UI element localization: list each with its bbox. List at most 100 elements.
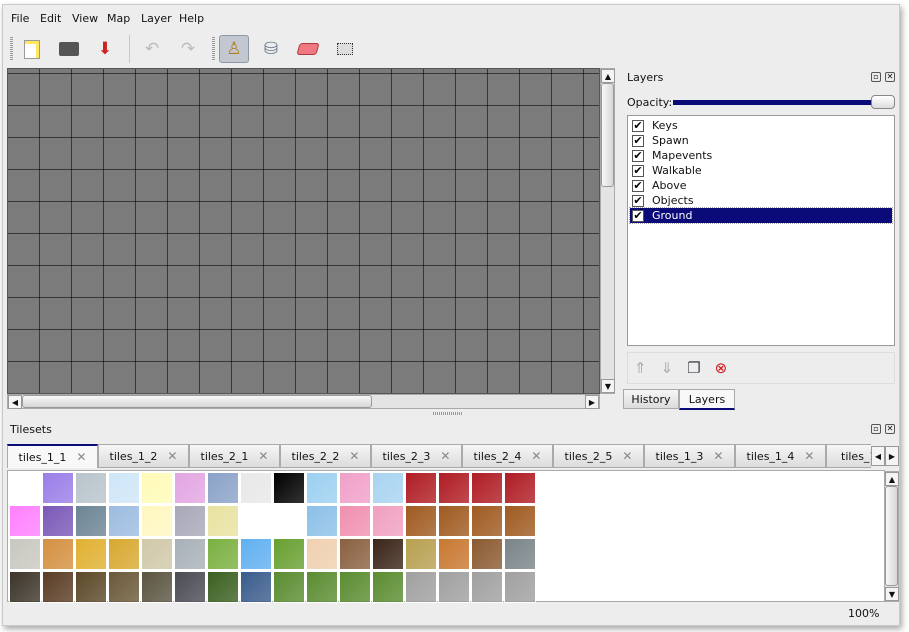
tile[interactable] [339, 571, 371, 603]
tile[interactable] [339, 505, 371, 537]
tile[interactable] [240, 472, 272, 504]
tab-history[interactable]: History [623, 389, 679, 409]
tile[interactable] [42, 505, 74, 537]
tile[interactable] [339, 472, 371, 504]
eraser-icon[interactable] [293, 35, 323, 63]
scroll-up-arrow[interactable]: ▲ [885, 472, 899, 486]
tile[interactable] [438, 472, 470, 504]
tile[interactable] [141, 505, 173, 537]
layer-item[interactable]: ✔ Objects [630, 193, 892, 208]
tile[interactable] [306, 472, 338, 504]
tile[interactable] [240, 538, 272, 570]
tile[interactable] [174, 472, 206, 504]
tile[interactable] [504, 571, 536, 603]
tile[interactable] [240, 505, 272, 537]
tileset-tab[interactable]: tiles_2_1 ✕ [189, 444, 280, 468]
float-panel-icon[interactable]: ▫ [871, 424, 881, 434]
visibility-checkbox[interactable]: ✔ [632, 148, 644, 162]
layer-item[interactable]: ✔ Above [630, 178, 892, 193]
tile[interactable] [273, 538, 305, 570]
tile[interactable] [207, 472, 239, 504]
scroll-right-arrow[interactable]: ▶ [585, 395, 599, 409]
move-layer-up-icon[interactable]: ⇑ [634, 359, 647, 377]
tileset-tab[interactable]: tiles_1_3 ✕ [644, 444, 735, 468]
close-tab-icon[interactable]: ✕ [713, 449, 724, 463]
tile[interactable] [471, 571, 503, 603]
close-tab-icon[interactable]: ✕ [440, 449, 451, 463]
tile[interactable] [108, 472, 140, 504]
tile[interactable] [405, 472, 437, 504]
close-tab-icon[interactable]: ✕ [622, 449, 633, 463]
tile[interactable] [372, 505, 404, 537]
tile[interactable] [306, 571, 338, 603]
tileset-tab[interactable]: tiles_1_4 ✕ [735, 444, 826, 468]
menu-layer[interactable]: Layer [141, 12, 172, 25]
delete-layer-icon[interactable]: ⊗ [714, 359, 728, 377]
visibility-checkbox[interactable]: ✔ [632, 163, 644, 177]
tile[interactable] [75, 571, 107, 603]
stamp-brush-icon[interactable]: ♙ [219, 35, 249, 63]
rectangle-select-icon[interactable] [330, 35, 360, 63]
undo-icon[interactable]: ↶ [144, 39, 160, 59]
tile[interactable] [471, 538, 503, 570]
close-tab-icon[interactable]: ✕ [258, 449, 269, 463]
visibility-checkbox[interactable]: ✔ [632, 118, 644, 132]
open-folder-icon[interactable] [54, 35, 84, 63]
tile[interactable] [273, 505, 305, 537]
tile[interactable] [438, 571, 470, 603]
tile[interactable] [108, 538, 140, 570]
map-vertical-scrollbar[interactable]: ▲ ▼ [600, 68, 615, 394]
scrollbar-thumb[interactable] [601, 83, 614, 187]
visibility-checkbox[interactable]: ✔ [632, 193, 644, 207]
close-tab-icon[interactable]: ✕ [531, 449, 542, 463]
tile[interactable] [108, 571, 140, 603]
redo-icon[interactable]: ↷ [180, 39, 196, 59]
map-horizontal-scrollbar[interactable]: ◀ ▶ [7, 394, 600, 409]
visibility-checkbox[interactable]: ✔ [632, 208, 644, 222]
map-canvas[interactable] [7, 68, 600, 394]
tileset-tab[interactable]: tiles_1_✕ [826, 444, 871, 468]
tile[interactable] [75, 472, 107, 504]
tile[interactable] [405, 505, 437, 537]
visibility-checkbox[interactable]: ✔ [632, 178, 644, 192]
tile[interactable] [207, 571, 239, 603]
scroll-down-arrow[interactable]: ▼ [885, 587, 899, 601]
tileset-tab[interactable]: tiles_2_2 ✕ [280, 444, 371, 468]
close-tab-icon[interactable]: ✕ [804, 449, 815, 463]
tile[interactable] [372, 472, 404, 504]
tile[interactable] [174, 538, 206, 570]
tile[interactable] [174, 505, 206, 537]
tileset-tab[interactable]: tiles_1_2 ✕ [98, 444, 189, 468]
scroll-up-arrow[interactable]: ▲ [601, 69, 615, 83]
toolbar-grip[interactable] [212, 37, 215, 61]
tile[interactable] [438, 538, 470, 570]
tileset-tab[interactable]: tiles_1_1 ✕ [7, 444, 98, 468]
tile[interactable] [75, 505, 107, 537]
tile[interactable] [141, 538, 173, 570]
scrollbar-thumb[interactable] [885, 486, 898, 586]
tabs-scroll-right[interactable]: ▶ [885, 446, 899, 466]
tile[interactable] [306, 538, 338, 570]
tile[interactable] [9, 472, 41, 504]
tile[interactable] [207, 505, 239, 537]
tile[interactable] [141, 571, 173, 603]
splitter-handle[interactable] [433, 412, 463, 415]
tileset-vertical-scrollbar[interactable]: ▲ ▼ [884, 471, 899, 602]
tile[interactable] [273, 472, 305, 504]
layer-item[interactable]: ✔ Ground [629, 207, 893, 224]
bucket-fill-icon[interactable]: ⛁ [263, 39, 279, 59]
tileset-tab[interactable]: tiles_2_5 ✕ [553, 444, 644, 468]
layer-item[interactable]: ✔ Spawn [630, 133, 892, 148]
tileset-view[interactable] [7, 470, 885, 603]
scroll-down-arrow[interactable]: ▼ [601, 379, 615, 393]
layer-item[interactable]: ✔ Keys [630, 118, 892, 133]
tile[interactable] [405, 571, 437, 603]
scroll-left-arrow[interactable]: ◀ [8, 395, 22, 409]
toolbar-grip[interactable] [10, 37, 13, 61]
tile[interactable] [273, 571, 305, 603]
layer-item[interactable]: ✔ Mapevents [630, 148, 892, 163]
tile[interactable] [42, 538, 74, 570]
close-tab-icon[interactable]: ✕ [76, 450, 87, 464]
menu-map[interactable]: Map [107, 12, 131, 25]
tile[interactable] [9, 505, 41, 537]
